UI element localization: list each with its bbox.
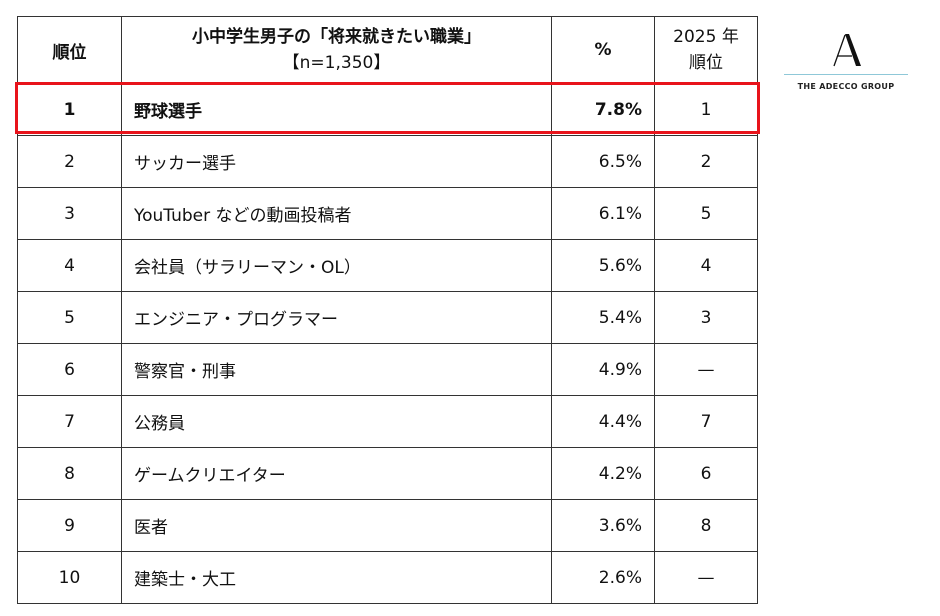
job-cell: 建築士・大工 <box>121 551 552 604</box>
header-title: 小中学生男子の「将来就きたい職業」 【n=1,350】 <box>121 16 552 84</box>
company-logo: THE ADECCO GROUP <box>784 32 908 94</box>
job-cell: エンジニア・プログラマー <box>121 291 552 344</box>
rank-cell: 1 <box>17 83 122 136</box>
percent-cell: 4.9% <box>551 343 655 396</box>
table-row: 4 会社員（サラリーマン・OL） 5.6% 4 <box>17 239 758 292</box>
prev-rank-cell: 4 <box>654 239 758 292</box>
header-prev-line2: 順位 <box>689 53 723 73</box>
adecco-a-icon <box>833 34 861 67</box>
prev-rank-cell: 2 <box>654 135 758 188</box>
table-row: 8 ゲームクリエイター 4.2% 6 <box>17 447 758 500</box>
ranking-table: 順位 小中学生男子の「将来就きたい職業」 【n=1,350】 % 2025 年 … <box>17 16 758 604</box>
percent-cell: 5.6% <box>551 239 655 292</box>
header-sample-size: 【n=1,350】 <box>282 53 391 73</box>
rank-cell: 4 <box>17 239 122 292</box>
prev-rank-cell: 1 <box>654 83 758 136</box>
table-row: 2 サッカー選手 6.5% 2 <box>17 135 758 188</box>
job-cell: 警察官・刑事 <box>121 343 552 396</box>
table-row: 10 建築士・大工 2.6% — <box>17 551 758 604</box>
logo-text: THE ADECCO GROUP <box>797 82 895 91</box>
table-row: 9 医者 3.6% 8 <box>17 499 758 552</box>
table-row: 3 YouTuber などの動画投稿者 6.1% 5 <box>17 187 758 240</box>
table-row: 5 エンジニア・プログラマー 5.4% 3 <box>17 291 758 344</box>
job-cell: YouTuber などの動画投稿者 <box>121 187 552 240</box>
rank-cell: 3 <box>17 187 122 240</box>
table-row: 1 野球選手 7.8% 1 <box>17 83 758 136</box>
header-prev-line1: 2025 年 <box>673 27 739 47</box>
rank-cell: 9 <box>17 499 122 552</box>
rank-cell: 6 <box>17 343 122 396</box>
rank-cell: 7 <box>17 395 122 448</box>
rank-cell: 8 <box>17 447 122 500</box>
prev-rank-cell: 8 <box>654 499 758 552</box>
percent-cell: 4.2% <box>551 447 655 500</box>
prev-rank-cell: 6 <box>654 447 758 500</box>
prev-rank-cell: 7 <box>654 395 758 448</box>
logo-rule <box>784 74 908 75</box>
percent-cell: 5.4% <box>551 291 655 344</box>
rank-cell: 5 <box>17 291 122 344</box>
percent-cell: 6.1% <box>551 187 655 240</box>
table-row: 6 警察官・刑事 4.9% — <box>17 343 758 396</box>
rank-cell: 10 <box>17 551 122 604</box>
job-cell: 野球選手 <box>121 83 552 136</box>
percent-cell: 6.5% <box>551 135 655 188</box>
prev-rank-cell: — <box>654 343 758 396</box>
table-row: 7 公務員 4.4% 7 <box>17 395 758 448</box>
percent-cell: 3.6% <box>551 499 655 552</box>
prev-rank-cell: 3 <box>654 291 758 344</box>
header-title-line1: 小中学生男子の「将来就きたい職業」 <box>192 27 481 47</box>
rank-cell: 2 <box>17 135 122 188</box>
prev-rank-cell: 5 <box>654 187 758 240</box>
header-row: 順位 小中学生男子の「将来就きたい職業」 【n=1,350】 % 2025 年 … <box>17 16 758 84</box>
job-cell: サッカー選手 <box>121 135 552 188</box>
prev-rank-cell: — <box>654 551 758 604</box>
job-cell: 会社員（サラリーマン・OL） <box>121 239 552 292</box>
job-cell: 医者 <box>121 499 552 552</box>
header-rank: 順位 <box>17 16 122 84</box>
header-prev-rank: 2025 年 順位 <box>654 16 758 84</box>
percent-cell: 2.6% <box>551 551 655 604</box>
percent-cell: 7.8% <box>551 83 655 136</box>
header-percent: % <box>551 16 655 84</box>
percent-cell: 4.4% <box>551 395 655 448</box>
job-cell: ゲームクリエイター <box>121 447 552 500</box>
job-cell: 公務員 <box>121 395 552 448</box>
